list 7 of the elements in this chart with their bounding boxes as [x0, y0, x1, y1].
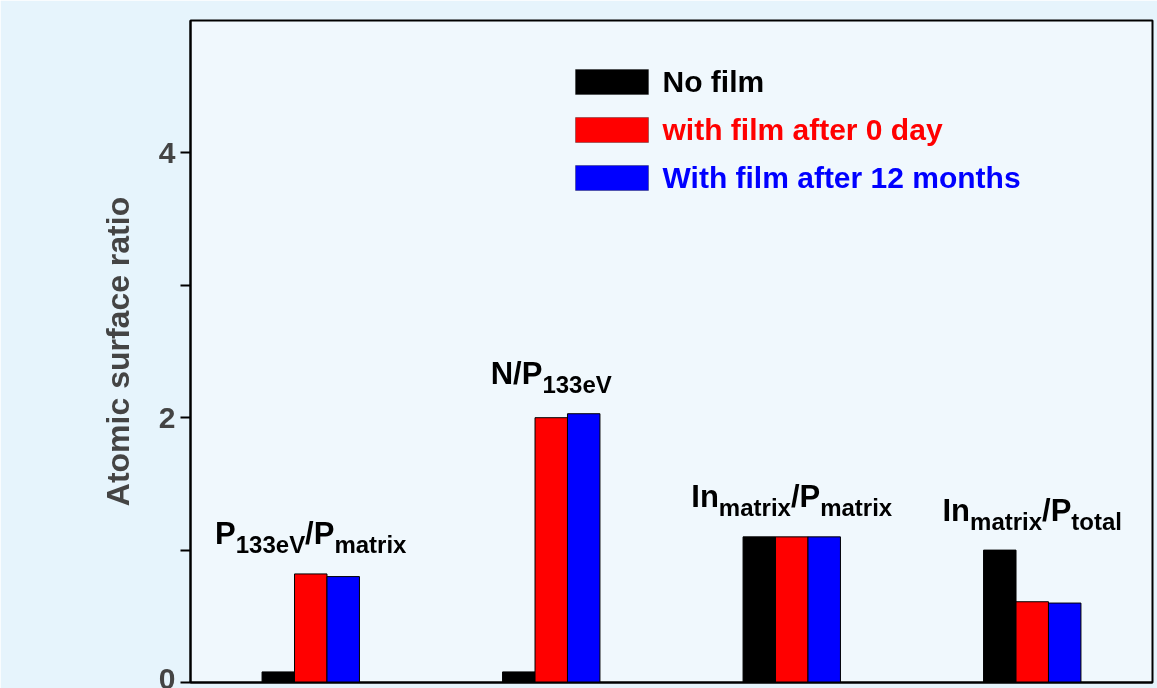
- legend-label: with film after 0 day: [661, 113, 943, 146]
- legend-label: With film after 12 months: [662, 161, 1021, 194]
- y-axis-title: Atomic surface ratio: [99, 196, 136, 507]
- y-tick-label: 4: [158, 135, 176, 169]
- legend-label: No film: [662, 65, 765, 98]
- y-tick-label: 2: [158, 400, 176, 434]
- y-tick-label: 0: [158, 661, 176, 688]
